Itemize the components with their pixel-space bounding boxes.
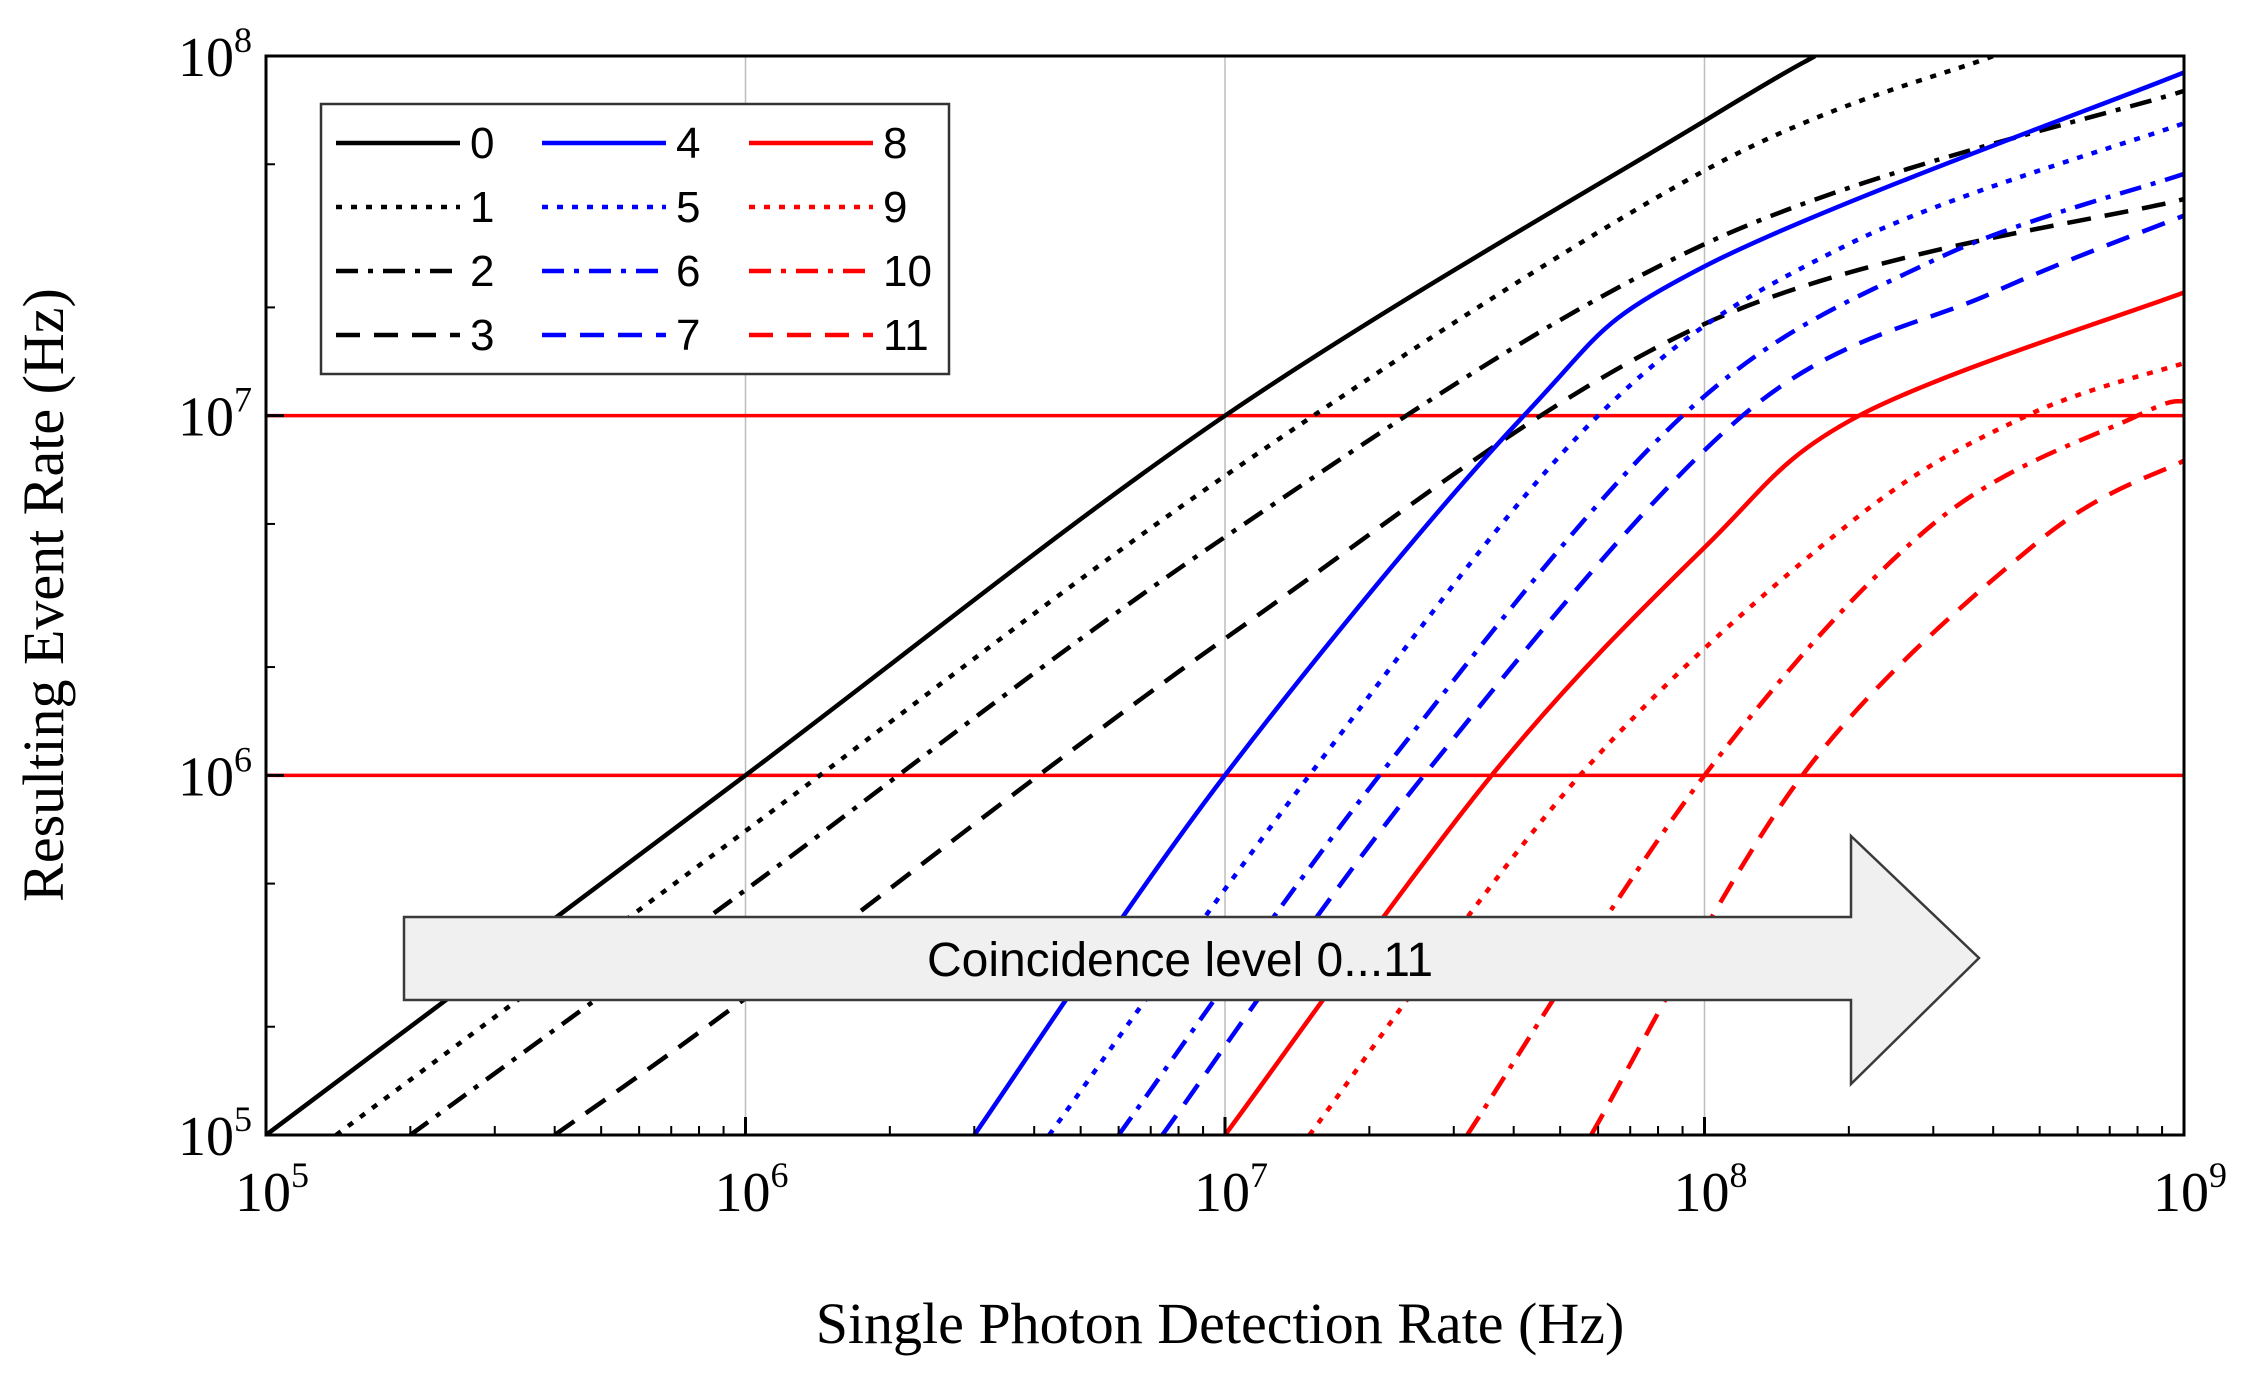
y-tick-label-3: 108 bbox=[178, 20, 252, 89]
legend-label-5: 5 bbox=[676, 183, 700, 232]
legend-label-9: 9 bbox=[883, 183, 907, 232]
legend-box bbox=[319, 102, 951, 376]
y-tick-labels: 105 106 107 108 bbox=[178, 20, 252, 1168]
y-tick-label-1: 106 bbox=[178, 739, 252, 808]
x-tick-label-2: 107 bbox=[1194, 1155, 1268, 1224]
coincidence-arrow: Coincidence level 0...11 bbox=[402, 833, 1981, 1087]
y-tick-label-2: 107 bbox=[178, 380, 252, 449]
series-line-3 bbox=[553, 196, 2184, 1135]
y-tick-label-0: 105 bbox=[178, 1099, 252, 1168]
x-tick-label-3: 108 bbox=[1674, 1155, 1748, 1224]
x-tick-labels: 105 106 107 108 109 bbox=[235, 1155, 2227, 1224]
series-line-9 bbox=[1307, 360, 2184, 1135]
legend-label-1: 1 bbox=[470, 183, 494, 232]
series-line-4 bbox=[972, 70, 2184, 1135]
x-tick-label-1: 106 bbox=[715, 1155, 789, 1224]
legend-label-3: 3 bbox=[470, 311, 494, 360]
legend-label-7: 7 bbox=[676, 311, 700, 360]
legend-label-4: 4 bbox=[676, 119, 700, 168]
x-tick-label-0: 105 bbox=[235, 1155, 309, 1224]
legend-label-0: 0 bbox=[470, 119, 494, 168]
legend-label-2: 2 bbox=[470, 247, 494, 296]
x-axis-title: Single Photon Detection Rate (Hz) bbox=[816, 1291, 1625, 1356]
legend-label-8: 8 bbox=[883, 119, 907, 168]
axis-ticks bbox=[264, 54, 2186, 1137]
legend: 0 1 2 3 4 5 6 7 8 9 10 11 bbox=[319, 102, 951, 376]
legend-label-10: 10 bbox=[883, 247, 932, 296]
legend-label-11: 11 bbox=[883, 311, 929, 360]
arrow-shape bbox=[402, 833, 1981, 1087]
arrow-label: Coincidence level 0...11 bbox=[927, 934, 1433, 987]
legend-label-6: 6 bbox=[676, 247, 700, 296]
y-axis-title: Resulting Event Rate (Hz) bbox=[11, 288, 76, 902]
x-tick-label-4: 109 bbox=[2153, 1155, 2227, 1224]
